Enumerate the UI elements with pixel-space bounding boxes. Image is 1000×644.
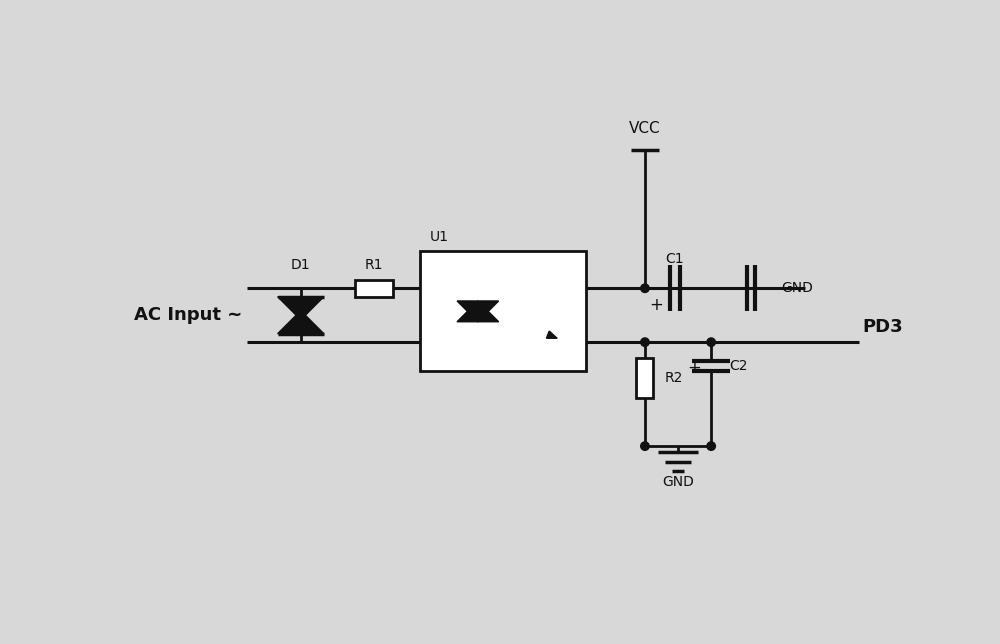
Circle shape xyxy=(707,442,715,450)
Polygon shape xyxy=(278,310,324,334)
Text: U1: U1 xyxy=(429,231,448,245)
Text: D1: D1 xyxy=(291,258,311,272)
Circle shape xyxy=(641,284,649,292)
Bar xyxy=(420,251,586,372)
Circle shape xyxy=(707,338,715,346)
Text: C1: C1 xyxy=(666,252,684,266)
Text: R2: R2 xyxy=(665,370,683,384)
Bar xyxy=(355,279,393,297)
Text: GND: GND xyxy=(662,475,694,489)
Text: AC Input ~: AC Input ~ xyxy=(134,306,242,324)
Polygon shape xyxy=(546,331,557,338)
Text: GND: GND xyxy=(781,281,813,295)
Text: +: + xyxy=(687,359,701,377)
Circle shape xyxy=(641,442,649,450)
Polygon shape xyxy=(278,297,324,320)
Text: C2: C2 xyxy=(729,359,747,373)
Text: R1: R1 xyxy=(365,258,383,272)
Text: PD3: PD3 xyxy=(863,317,903,336)
Text: VCC: VCC xyxy=(629,120,661,136)
Text: +: + xyxy=(650,296,663,314)
Polygon shape xyxy=(457,301,499,322)
Circle shape xyxy=(641,338,649,346)
Bar xyxy=(636,357,653,397)
Polygon shape xyxy=(457,301,499,322)
